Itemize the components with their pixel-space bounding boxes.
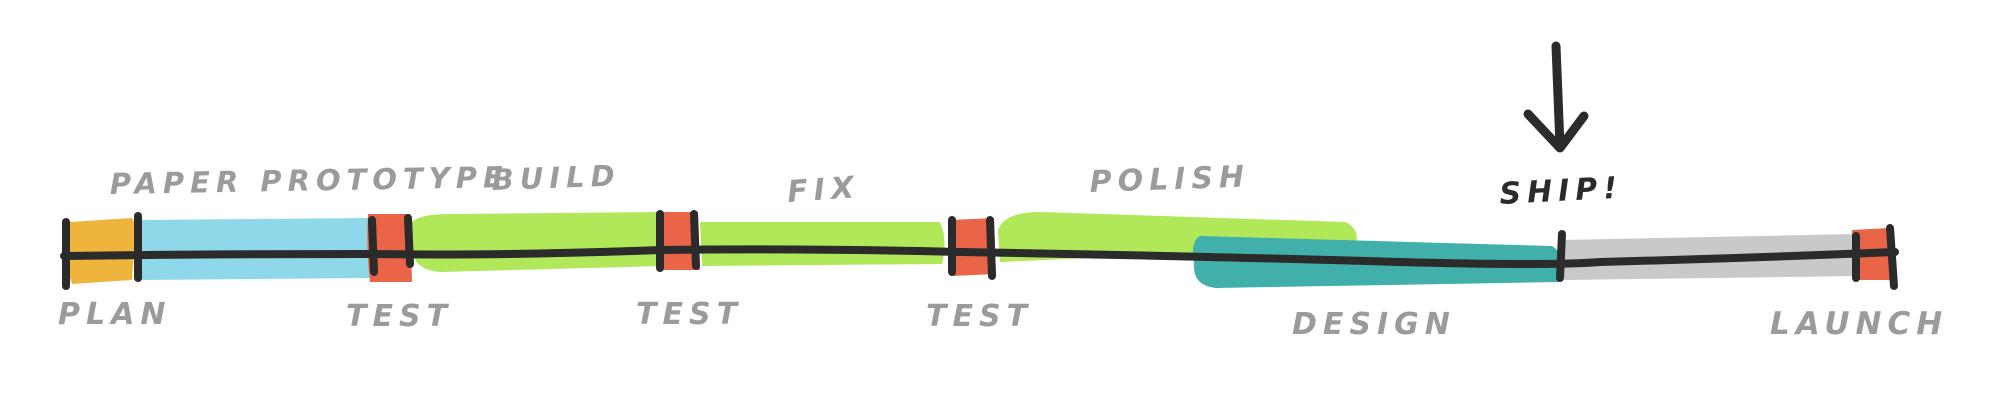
test-2-segment — [658, 212, 700, 270]
label-paper-prototype: PAPER PROTOTYPE — [110, 160, 510, 201]
label-plan: PLAN — [58, 297, 171, 332]
ship-arrow-icon — [1523, 41, 1589, 153]
tick-test-3b — [986, 216, 996, 280]
test-3-segment — [950, 218, 996, 276]
tick-test-1a — [368, 216, 378, 276]
tick-ship — [1556, 230, 1566, 282]
test-1-segment — [367, 214, 412, 282]
paper-prototype-segment — [138, 218, 374, 280]
label-polish: POLISH — [1089, 159, 1251, 200]
label-test-3: TEST — [926, 299, 1033, 334]
label-test-1: TEST — [346, 299, 453, 334]
label-build: BUILD — [491, 159, 621, 197]
build-segment — [412, 212, 662, 272]
label-design: DESIGN — [1292, 307, 1456, 342]
label-launch: LAUNCH — [1770, 306, 1948, 342]
tick-test-2b — [690, 210, 700, 270]
fix-segment — [700, 222, 945, 266]
label-test-2: TEST — [636, 297, 743, 332]
plan-segment — [67, 218, 137, 284]
label-ship: SHIP! — [1499, 171, 1624, 212]
tick-test-1b — [404, 214, 414, 268]
label-fix: FIX — [786, 170, 861, 210]
tick-launch-b — [1886, 224, 1898, 290]
